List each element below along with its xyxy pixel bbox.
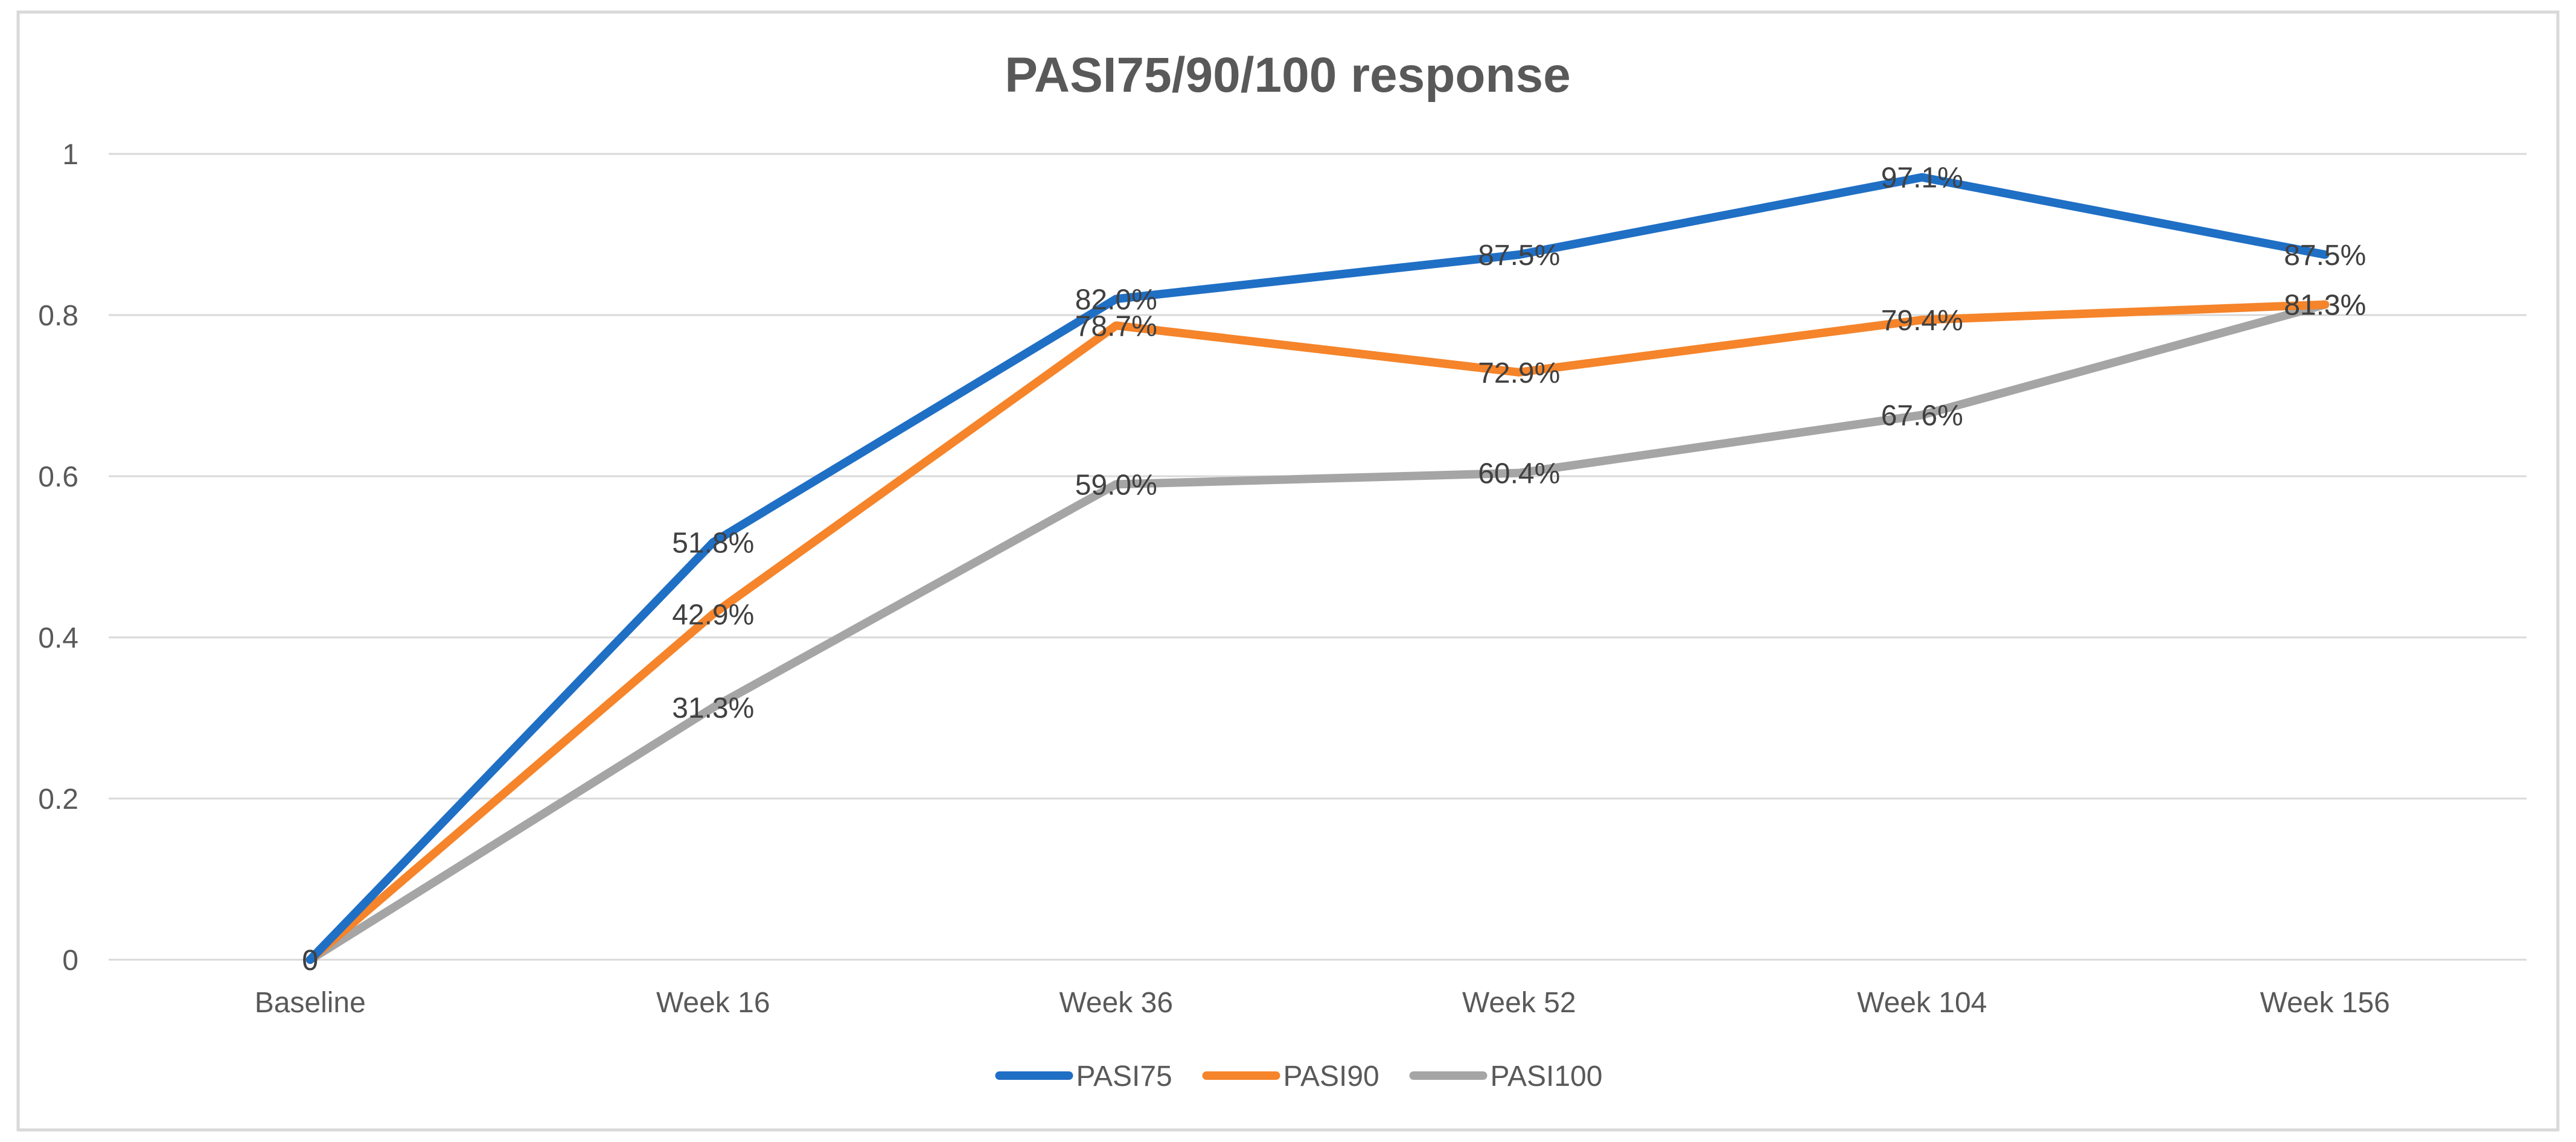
data-label-pasi90: 42.9% xyxy=(672,599,754,631)
legend-label-pasi100: PASI100 xyxy=(1491,1061,1603,1093)
data-label-pasi75: 0 xyxy=(302,945,318,977)
y-tick-label: 1 xyxy=(62,139,78,171)
x-tick-label: Week 36 xyxy=(1059,987,1173,1019)
data-label-pasi75: 82.0% xyxy=(1075,284,1157,316)
chart-border xyxy=(16,10,2560,1132)
data-label-pasi100: 67.6% xyxy=(1881,400,1963,432)
legend-label-pasi90: PASI90 xyxy=(1283,1061,1379,1093)
x-tick-label: Week 156 xyxy=(2260,987,2390,1019)
y-tick-label: 0 xyxy=(62,945,78,977)
data-label-pasi100: 81.3% xyxy=(2284,290,2366,322)
series-line-pasi90 xyxy=(305,300,2330,964)
x-tick-label: Week 104 xyxy=(1857,987,1987,1019)
y-tick-label: 0.6 xyxy=(38,461,78,493)
data-label-pasi90: 0 xyxy=(302,945,318,977)
data-label-pasi90: 72.9% xyxy=(1478,357,1560,389)
data-label-pasi100: 59.0% xyxy=(1075,469,1157,501)
data-label-pasi90: 78.7% xyxy=(1075,310,1157,342)
data-label-pasi90: 79.4% xyxy=(1881,305,1963,337)
legend: PASI75 PASI90 PASI100 xyxy=(995,1061,1603,1093)
y-tick-label: 0.4 xyxy=(38,622,78,654)
series-line-pasi100 xyxy=(305,300,2330,964)
legend-label-pasi75: PASI75 xyxy=(1076,1061,1172,1093)
data-label-pasi75: 87.5% xyxy=(1478,240,1560,272)
data-label-pasi100: 60.4% xyxy=(1478,458,1560,490)
x-tick-label: Week 16 xyxy=(656,987,770,1019)
data-label-pasi100: 0 xyxy=(302,945,318,977)
y-tick-label: 0.2 xyxy=(38,783,78,815)
x-tick-label: Week 52 xyxy=(1462,987,1576,1019)
data-label-pasi75: 51.8% xyxy=(672,527,754,559)
x-axis-ticks: Baseline Week 16 Week 36 Week 52 Week 104 Wee… xyxy=(255,987,2390,1019)
chart-title: PASI75/90/100 response xyxy=(1005,48,1570,103)
gridlines xyxy=(109,153,2526,961)
data-labels: 051.8%82.0%87.5%97.1%87.5%042.9%78.7%72.… xyxy=(302,162,2366,977)
data-label-pasi100: 31.3% xyxy=(672,692,754,724)
x-tick-label: Baseline xyxy=(255,987,366,1019)
y-tick-label: 0.8 xyxy=(38,300,78,332)
data-label-pasi75: 97.1% xyxy=(1881,162,1963,194)
data-label-pasi90: 81.3% xyxy=(2284,290,2366,322)
series-lines xyxy=(305,173,2330,964)
y-axis-ticks: 0 0.2 0.4 0.6 0.8 1 xyxy=(38,139,78,977)
series-line-pasi75 xyxy=(305,173,2330,964)
data-label-pasi75: 87.5% xyxy=(2284,240,2366,272)
